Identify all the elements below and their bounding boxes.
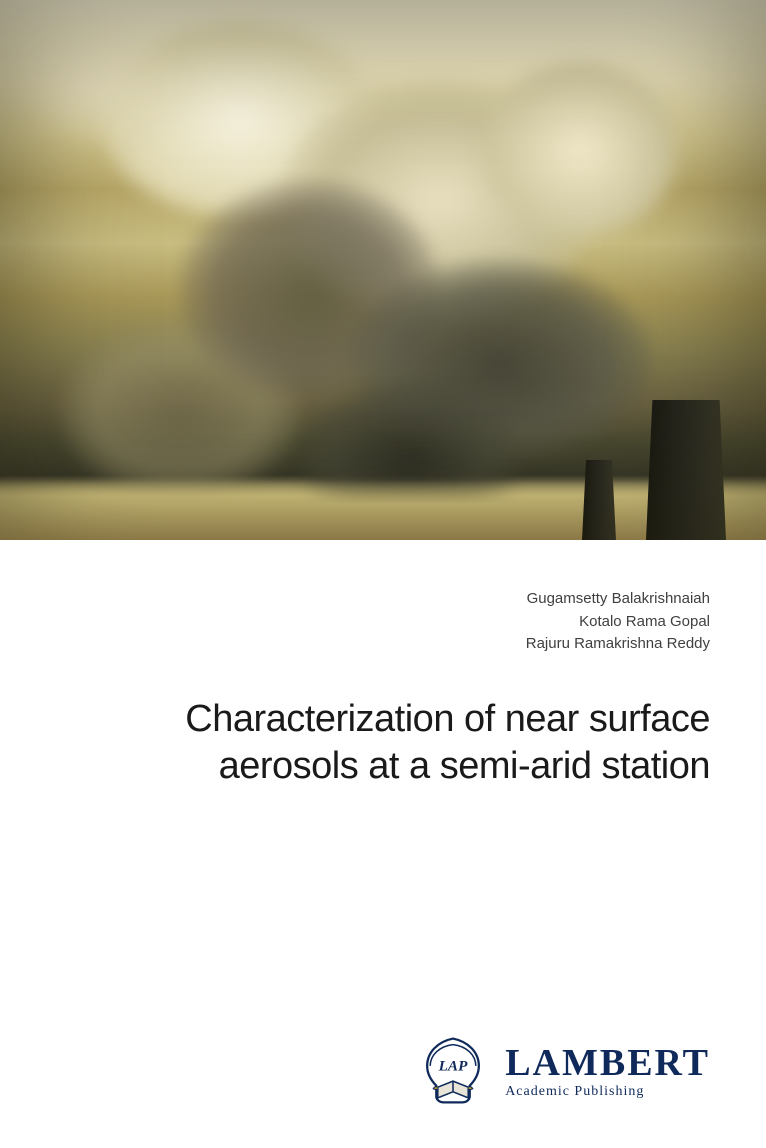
smokestack-small — [582, 460, 616, 540]
book-title: Characterization of near surface aerosol… — [56, 696, 710, 791]
publisher-block: LAP LAMBERT Academic Publishing — [415, 1034, 710, 1110]
author-line: Gugamsetty Balakrishnaiah — [56, 588, 710, 611]
svg-text:LAP: LAP — [438, 1057, 468, 1074]
publisher-logo-icon: LAP — [415, 1034, 491, 1110]
author-line: Kotalo Rama Gopal — [56, 611, 710, 634]
author-line: Rajuru Ramakrishna Reddy — [56, 633, 710, 656]
smokestack-large — [646, 400, 726, 540]
text-content-area: Gugamsetty Balakrishnaiah Kotalo Rama Go… — [0, 540, 766, 791]
cover-photo — [0, 0, 766, 540]
author-list: Gugamsetty Balakrishnaiah Kotalo Rama Go… — [56, 588, 710, 656]
publisher-name: LAMBERT — [505, 1044, 710, 1082]
publisher-subtitle: Academic Publishing — [505, 1084, 710, 1100]
publisher-text: LAMBERT Academic Publishing — [505, 1044, 710, 1100]
